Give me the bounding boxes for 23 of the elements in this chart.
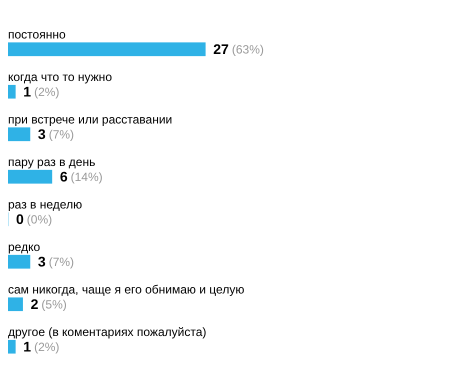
data-label: 2 (5%) [30,296,67,312]
bar [8,42,206,56]
data-label: 1 (2%) [23,338,60,355]
bar [8,297,23,312]
y-tick-label: раз в неделю [8,197,82,212]
y-tick-label: другое (в коментариях пожалуйста) [8,324,206,339]
bar [8,170,52,184]
y-tick-label: при встрече или расставании [8,112,172,126]
y-tick-label: постоянно [8,27,66,42]
data-label: 3 (7%) [38,254,74,270]
data-label: 0 (0%) [16,211,52,228]
data-label: 27 (63%) [213,41,264,58]
data-label: 3 (7%) [38,126,74,142]
data-label: 6 (14%) [60,168,103,185]
bar [8,84,16,99]
y-tick-label: когда что то нужно [8,70,112,84]
y-tick-label: редко [8,240,40,254]
data-label: 1 (2%) [23,84,60,100]
bar [8,254,30,269]
bar [8,340,16,354]
y-tick-label: пару раз в день [8,154,96,169]
bar [8,127,30,142]
y-tick-label: сам никогда, чаще я его обнимаю и целую [8,282,244,296]
